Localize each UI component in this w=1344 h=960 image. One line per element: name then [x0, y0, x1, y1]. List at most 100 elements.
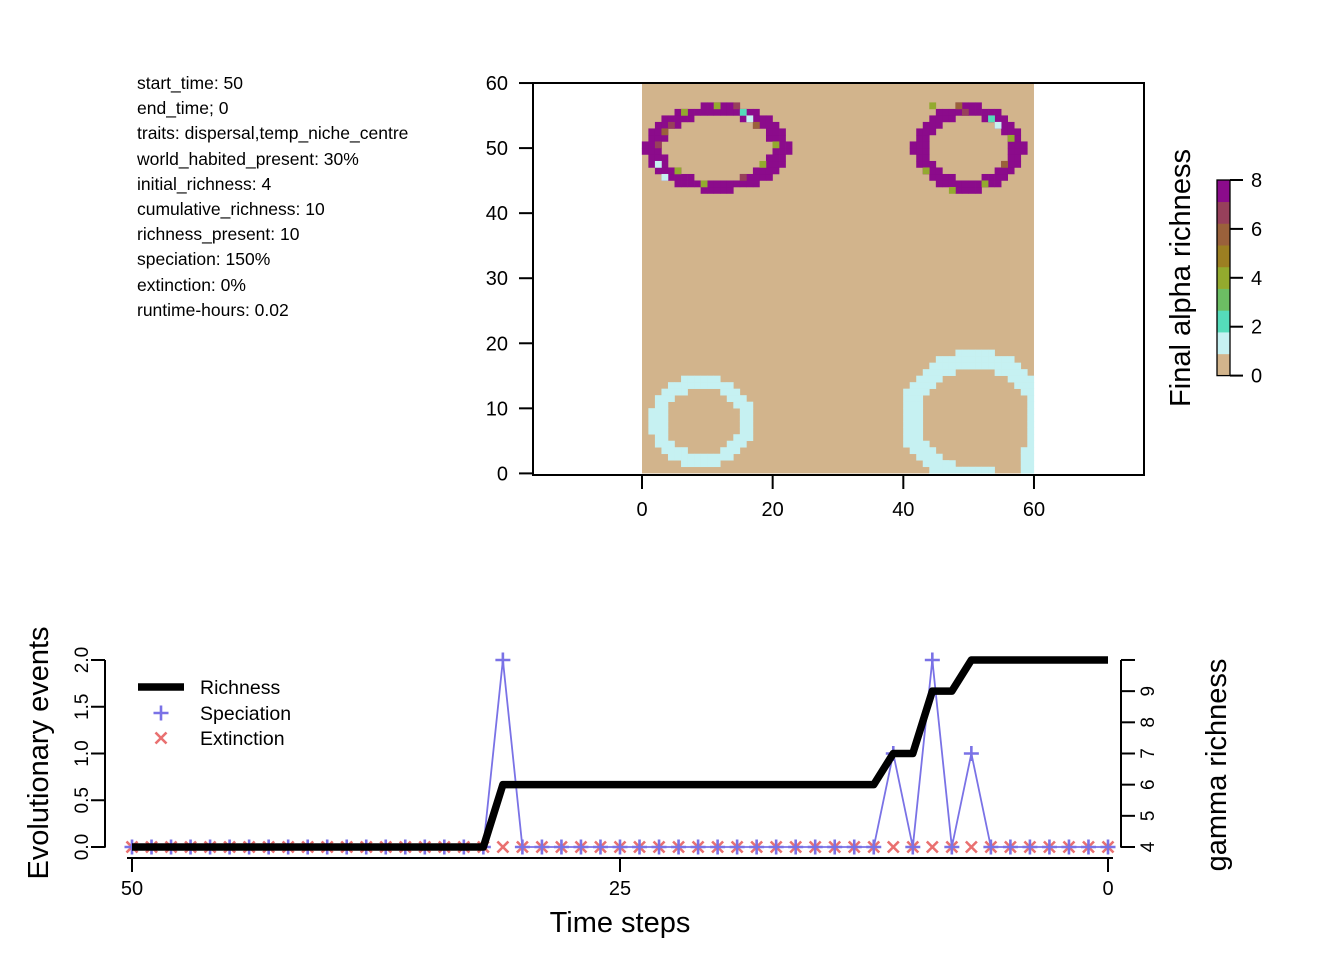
right-axis-tick-label: 6 [1138, 779, 1159, 790]
extinction-marker [886, 840, 900, 854]
map-cell [726, 388, 734, 396]
map-cell [654, 395, 662, 402]
map-cell [654, 141, 662, 149]
map-cell [935, 466, 943, 474]
x-axis-tick-label: 50 [121, 878, 143, 900]
map-cell [720, 447, 728, 455]
map-cell [700, 460, 708, 468]
map-cell [909, 440, 917, 448]
map-cell [726, 395, 734, 402]
map-cell [1014, 375, 1022, 383]
map-cell [674, 180, 682, 188]
map-cell [1027, 382, 1035, 389]
speciation-marker [710, 839, 726, 855]
map-cell [765, 128, 773, 136]
map-cell [1020, 460, 1028, 468]
speciation-marker [827, 839, 843, 855]
map-cell [739, 408, 747, 415]
x-axis-title: Time steps [550, 907, 691, 939]
map-cell [700, 180, 708, 188]
map-cell [961, 349, 969, 357]
map-cell [681, 460, 688, 468]
map-cell [641, 141, 649, 149]
map-cell [779, 160, 786, 168]
map-cell [916, 382, 924, 389]
richness-line [132, 656, 1108, 851]
legend-extinction-cross-icon [154, 731, 168, 745]
right-axis-tick-label: 4 [1138, 841, 1159, 852]
speciation-marker [905, 839, 921, 855]
map-cell [929, 160, 937, 168]
map-cell [648, 421, 656, 429]
right-axis-tick-label: 9 [1138, 686, 1159, 697]
map-cell [922, 375, 930, 383]
map-cell [772, 128, 780, 136]
map-cell [667, 167, 675, 175]
map-cell [981, 349, 989, 357]
map-cell [1007, 375, 1015, 383]
map-cell [929, 115, 937, 123]
map-cell [968, 349, 976, 357]
map-cell [726, 186, 734, 194]
map-cell [765, 167, 773, 175]
map-cell [929, 362, 937, 370]
map-cell [746, 434, 754, 442]
map-cell [942, 173, 950, 181]
speciation-marker [749, 839, 765, 855]
map-cell [700, 102, 708, 110]
map-cell [772, 141, 780, 149]
extinction-marker [925, 840, 939, 854]
map-cell [1007, 160, 1015, 168]
map-cell [981, 362, 989, 370]
map-cell [948, 108, 956, 116]
map-cell [935, 167, 943, 175]
map-cell [942, 108, 950, 116]
map-cell [759, 173, 767, 181]
map-cell [968, 356, 976, 363]
map-cell [667, 395, 675, 402]
map-cell [1007, 362, 1015, 370]
map-cell [975, 186, 982, 194]
map-cell [909, 427, 917, 435]
map-cell [929, 466, 937, 474]
map-cell [739, 115, 747, 123]
map-cell [909, 414, 917, 422]
colorbar-segment [1217, 180, 1230, 203]
map-cell [654, 167, 662, 175]
speciation-marker [729, 839, 745, 855]
map-cell [739, 180, 747, 188]
map-cell [733, 108, 741, 116]
map-cell [929, 375, 937, 383]
map-cell [916, 440, 924, 448]
map-cell [726, 382, 734, 389]
map-cell [922, 160, 930, 168]
map-cell [739, 108, 747, 116]
map-cell [694, 108, 701, 116]
map-cell [765, 154, 773, 162]
map-cell [681, 447, 688, 455]
map-cell [713, 460, 721, 468]
map-cell [1014, 128, 1022, 136]
map-cell [681, 173, 688, 181]
map-cell [733, 401, 741, 409]
map-cell [909, 388, 917, 396]
left-axis-tick-label: 1.5 [72, 694, 93, 720]
map-cell [667, 440, 675, 448]
map-cell [988, 349, 995, 357]
map-axes: 0 10 20 30 40 50 60 0 20 40 60 [486, 73, 1045, 521]
map-cell [648, 427, 656, 435]
map-cell [707, 460, 715, 468]
map-cell [713, 453, 721, 461]
param-line-traits: traits: dispersal,temp_niche_centre [137, 123, 409, 144]
map-cell [661, 447, 669, 455]
map-cell [720, 382, 728, 389]
map-cell [935, 173, 943, 181]
map-cell [733, 434, 741, 442]
map-cell [772, 160, 780, 168]
map-cell [681, 108, 688, 116]
map-cell [687, 382, 695, 389]
map-cell [746, 408, 754, 415]
map-cell [1001, 356, 1008, 363]
map-cell [707, 180, 715, 188]
colorbar-segment [1217, 288, 1230, 311]
